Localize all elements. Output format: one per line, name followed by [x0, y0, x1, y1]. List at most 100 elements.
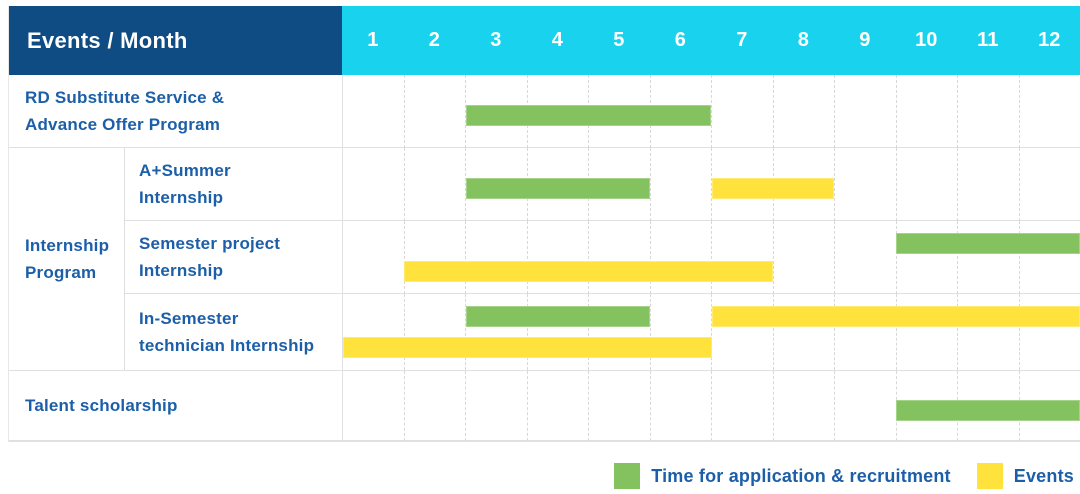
label-line: technician Internship — [139, 336, 315, 355]
month-header-label: 8 — [797, 29, 809, 51]
month-grid-cell — [895, 221, 958, 294]
event-bar — [343, 337, 712, 358]
month-grid-cell — [403, 294, 466, 370]
internship-program-group: Internship Program A+Summer Internship Semes… — [9, 148, 1080, 371]
month-grid-cell — [403, 371, 466, 441]
month-grid-cell — [403, 221, 466, 294]
application-swatch-icon — [614, 463, 641, 489]
application-bar — [465, 178, 651, 199]
legend-item-events: Events — [976, 463, 1074, 489]
month-grid — [342, 148, 1080, 221]
label-line: Internship — [25, 236, 110, 255]
month-grid-cell — [772, 371, 835, 441]
month-grid-cell — [957, 294, 1019, 370]
month-grid-cell — [895, 294, 958, 370]
month-grid-cell — [343, 221, 404, 294]
month-grid-cell — [343, 148, 404, 221]
month-grid-cell — [588, 294, 650, 370]
label-line: RD Substitute Service & — [25, 88, 225, 107]
month-header-label: 12 — [1038, 29, 1061, 51]
month-header-label: 9 — [859, 29, 871, 51]
month-header-label: 7 — [736, 29, 748, 51]
month-grid-cell — [465, 221, 527, 294]
month-grid-cell — [957, 75, 1019, 148]
application-bar — [895, 233, 1080, 254]
event-bar — [404, 261, 773, 282]
row-label: A+Summer Internship — [125, 148, 342, 220]
row-label: Talent scholarship — [9, 371, 342, 440]
month-grid-cell — [895, 148, 958, 221]
month-grid-cell — [772, 221, 835, 294]
events-month-header: Events / Month — [9, 6, 342, 75]
month-grid-cell — [1018, 75, 1080, 148]
month-grid-cell — [343, 371, 404, 441]
month-header: 1 2 3 4 5 6 7 8 9 10 11 12 — [342, 6, 1080, 75]
month-grid-cell — [343, 75, 404, 148]
month-header-label: 11 — [977, 29, 999, 51]
month-grid-cell — [711, 221, 773, 294]
month-grid-cell — [772, 75, 835, 148]
legend-item-application: Time for application & recruitment — [614, 463, 951, 489]
table-row: A+Summer Internship — [125, 148, 1080, 221]
header-row: Events / Month 1 2 3 4 5 6 7 8 9 10 11 12 — [9, 6, 1080, 75]
row-label: In-Semester technician Internship — [125, 294, 342, 370]
label-line: Internship — [139, 261, 224, 280]
label-line: Talent scholarship — [25, 396, 178, 415]
month-grid-cell — [649, 371, 712, 441]
month-grid-cell — [711, 371, 773, 441]
month-header-label: 10 — [915, 29, 938, 51]
table-row: RD Substitute Service & Advance Offer Pro… — [9, 75, 1080, 148]
month-grid-cell — [465, 371, 527, 441]
label-line: In-Semester — [139, 309, 239, 328]
month-grid-cell — [588, 371, 650, 441]
month-grid — [342, 294, 1080, 370]
schedule-table: Events / Month 1 2 3 4 5 6 7 8 9 10 11 12 RD Substi… — [8, 6, 1080, 442]
month-grid — [342, 75, 1080, 148]
month-header-label: 3 — [490, 29, 502, 51]
month-grid-cell — [403, 148, 466, 221]
month-grid-cell — [834, 75, 896, 148]
month-header-label: 6 — [674, 29, 686, 51]
month-grid-cell — [588, 221, 650, 294]
month-grid-cell — [834, 371, 896, 441]
month-grid-cell — [711, 75, 773, 148]
label-line: Program — [25, 263, 97, 282]
month-grid-cell — [649, 148, 712, 221]
label-line: A+Summer — [139, 161, 231, 180]
row-label: RD Substitute Service & Advance Offer Pro… — [9, 75, 342, 147]
month-grid-cell — [1018, 221, 1080, 294]
month-grid-cell — [526, 294, 589, 370]
month-grid-cell — [465, 75, 527, 148]
application-bar — [465, 306, 651, 327]
month-header-label: 4 — [551, 29, 563, 51]
table-body: RD Substitute Service & Advance Offer Pro… — [9, 75, 1080, 441]
month-grid-cell — [465, 294, 527, 370]
event-bar — [711, 306, 1080, 327]
legend-application-label: Time for application & recruitment — [651, 465, 951, 486]
month-grid — [342, 371, 1080, 441]
table-row: Talent scholarship — [9, 371, 1080, 441]
event-bar — [711, 178, 835, 199]
month-grid-cell — [1018, 294, 1080, 370]
month-grid-cell — [772, 294, 835, 370]
group-label: Internship Program — [9, 148, 125, 370]
month-grid-cell — [711, 148, 773, 221]
table-row: In-Semester technician Internship — [125, 294, 1080, 370]
label-line: Semester project — [139, 234, 281, 253]
month-grid-cell — [957, 148, 1019, 221]
month-grid-cell — [649, 294, 712, 370]
month-grid-cell — [649, 221, 712, 294]
row-label: Semester project Internship — [125, 221, 342, 293]
month-grid-cell — [957, 221, 1019, 294]
legend: Time for application & recruitment Event… — [8, 463, 1080, 489]
month-grid-cell — [834, 221, 896, 294]
month-grid-cell — [895, 75, 958, 148]
table-row: Semester project Internship — [125, 221, 1080, 294]
month-grid-cell — [526, 221, 589, 294]
month-grid-cell — [834, 148, 896, 221]
month-grid-cell — [711, 294, 773, 370]
month-grid-cell — [465, 148, 527, 221]
month-grid-cell — [834, 294, 896, 370]
month-header-label: 2 — [428, 29, 440, 51]
